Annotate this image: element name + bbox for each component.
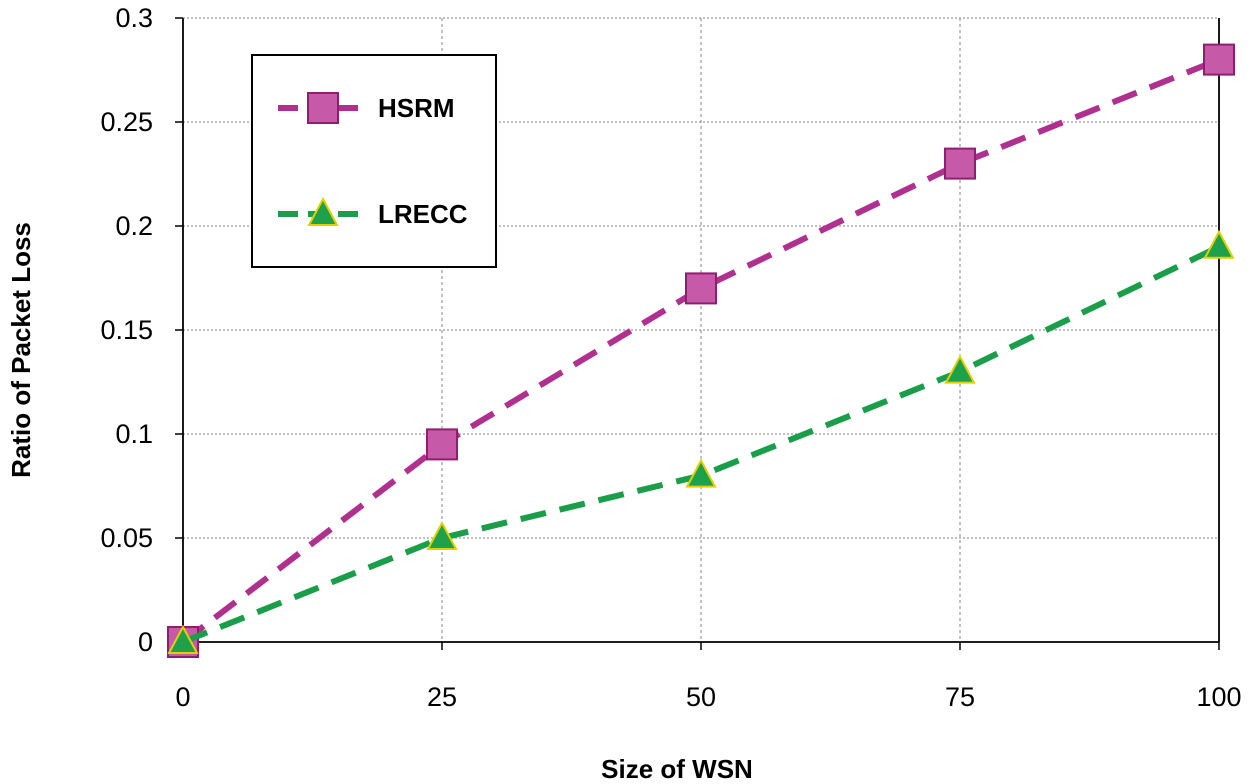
legend-label-hsrm: HSRM <box>378 93 455 123</box>
x-axis-title: Size of WSN <box>601 754 753 784</box>
y-tick-label: 0.25 <box>100 107 153 137</box>
y-axis-title: Ratio of Packet Loss <box>6 222 36 478</box>
legend-marker-lrecc <box>307 196 339 226</box>
data-point-lrecc <box>685 458 717 488</box>
y-tick-label: 0.3 <box>115 3 153 33</box>
y-tick-label: 0.1 <box>115 419 153 449</box>
data-point-lrecc <box>426 520 458 550</box>
x-tick-label: 0 <box>175 682 190 712</box>
data-point-hsrm <box>1203 43 1235 76</box>
legend-marker-hsrm <box>307 92 339 124</box>
legend: HSRM LRECC <box>251 54 497 268</box>
series-line-hsrm <box>181 56 1221 645</box>
y-tick-labels: 0 0.05 0.1 0.15 0.2 0.25 0.3 <box>100 3 153 657</box>
x-tick-label: 50 <box>686 682 716 712</box>
data-point-hsrm <box>685 272 717 305</box>
y-tick-label: 0 <box>138 627 153 657</box>
y-tick-label: 0.05 <box>100 523 153 553</box>
series-layer <box>167 43 1235 658</box>
x-tick-labels: 0 25 50 75 100 <box>175 682 1241 712</box>
data-point-lrecc <box>167 624 199 654</box>
x-tick-label: 100 <box>1196 682 1241 712</box>
legend-label-lrecc: LRECC <box>378 199 468 229</box>
data-point-lrecc <box>944 354 976 384</box>
data-point-lrecc <box>1203 229 1235 259</box>
data-point-hsrm <box>944 147 976 180</box>
x-tick-label: 75 <box>945 682 975 712</box>
x-tick-label: 25 <box>427 682 457 712</box>
data-point-hsrm <box>426 428 458 461</box>
y-tick-label: 0.2 <box>115 211 153 241</box>
y-tick-label: 0.15 <box>100 315 153 345</box>
axes <box>175 17 1220 650</box>
legend-box <box>251 54 497 268</box>
